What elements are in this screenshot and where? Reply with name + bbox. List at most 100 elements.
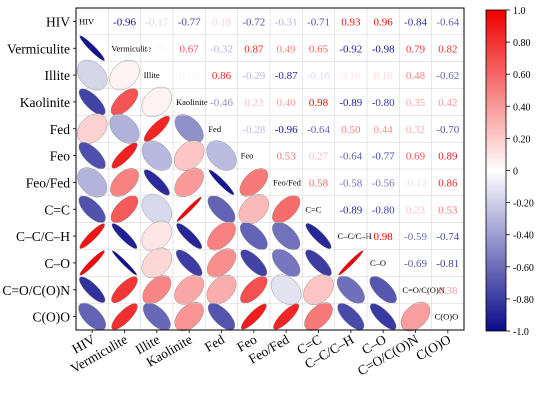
correlation-ellipse: [110, 88, 139, 116]
coefficient-label: 0.96: [374, 16, 394, 28]
coefficient-label: 0.53: [438, 204, 458, 216]
correlation-ellipse: [111, 142, 138, 169]
correlation-ellipse: [78, 88, 106, 116]
coefficient-label: 0.32: [406, 124, 425, 136]
correlation-ellipse: [141, 193, 173, 225]
correlation-ellipse: [142, 302, 171, 331]
correlation-ellipse: [143, 115, 170, 142]
diagonal-label: Feo/Fed: [273, 177, 302, 187]
row-labels: HIV Vermiculite Illite Kaolinite Fed Feo Feo/F…: [2, 14, 76, 325]
correlation-ellipse: [369, 276, 397, 304]
diagonal-label: C–O: [370, 258, 386, 268]
correlation-ellipse: [270, 274, 302, 306]
correlation-ellipse: [174, 167, 204, 198]
coefficient-label: -0.56: [372, 177, 395, 189]
coefficient-label: -0.70: [436, 124, 459, 136]
coefficient-label: 0.98: [374, 231, 394, 243]
color-scale-tick-label: 0.40: [513, 102, 531, 113]
coefficient-label: -0.12: [404, 177, 427, 189]
coefficient-label: -0.58: [339, 177, 362, 189]
coefficient-label: 0.82: [438, 43, 457, 55]
correlation-ellipse: [207, 195, 236, 224]
coefficient-label: -0.96: [275, 124, 298, 136]
color-scale-tick-label: 0.60: [513, 70, 531, 81]
correlation-ellipse: [338, 250, 364, 276]
matrix-cells: HIV -0.96 -0.17 -0.77 0.18 -0.72 -0.31 -0.71 0.9…: [76, 16, 460, 332]
color-scale-bar: 1.0 0.80 0.60 0.40 0.20 0 -0.20 -0.40 -0.60 -0.80…: [485, 6, 534, 338]
coefficient-label: -0.32: [210, 43, 233, 55]
color-scale-tick-label: 0.20: [513, 134, 531, 145]
coefficient-label: -0.28: [242, 124, 265, 136]
coefficient-label: 0.48: [406, 70, 426, 82]
correlation-ellipse: [173, 140, 205, 171]
color-scale-tick-label: 0.80: [513, 38, 531, 49]
correlation-ellipse: [141, 86, 172, 118]
coefficient-label: -0.98: [372, 43, 395, 55]
coefficient-label: 0.40: [277, 97, 297, 109]
coefficient-label: -0.64: [339, 151, 362, 163]
coefficient-label: -0.59: [404, 231, 427, 243]
correlation-ellipse: [76, 113, 108, 145]
column-label: C(O)O: [413, 331, 453, 363]
coefficient-label: 0.05: [180, 70, 200, 82]
correlation-ellipse: [79, 223, 105, 249]
row-label: C(O)O: [33, 310, 71, 325]
correlation-ellipse: [78, 302, 107, 331]
correlation-ellipse: [77, 167, 108, 198]
correlation-ellipse: [304, 302, 333, 331]
correlation-ellipse: [272, 248, 301, 278]
correlation-ellipse: [206, 140, 237, 171]
correlation-ellipse: [141, 220, 173, 252]
correlation-ellipse: [111, 276, 138, 304]
color-scale-tick-label: -1.0: [513, 327, 529, 338]
coefficient-label: 0.38: [438, 285, 458, 297]
diagonal-label: Feo: [241, 151, 254, 161]
coefficient-label: 0.49: [277, 43, 297, 55]
correlation-ellipse: [206, 248, 237, 278]
coefficient-label: 0.50: [341, 124, 361, 136]
correlation-ellipse: [303, 274, 334, 306]
coefficient-label: 0.10: [341, 70, 361, 82]
coefficient-label: 0.86: [438, 177, 458, 189]
correlation-ellipse: [141, 140, 172, 171]
coefficient-label: -0.29: [242, 70, 265, 82]
diagonal-label: Kaolinite: [176, 97, 208, 107]
row-label: C=C: [44, 202, 70, 217]
correlation-ellipse: [79, 276, 106, 303]
correlation-ellipse: [207, 302, 236, 331]
correlation-ellipse: [305, 249, 332, 277]
correlation-ellipse: [79, 250, 105, 276]
coefficient-label: -0.84: [404, 16, 427, 28]
correlation-ellipse: [111, 223, 138, 249]
correlation-ellipse: [79, 35, 105, 61]
row-label: C=O/C(O)N: [2, 283, 70, 298]
coefficient-label: -0.17: [145, 16, 168, 28]
row-label: Feo: [50, 149, 71, 164]
coefficient-label: -0.87: [275, 70, 298, 82]
coefficient-label: 0.87: [244, 43, 264, 55]
color-scale-tick-label: -0.60: [513, 263, 534, 274]
coefficient-label: -0.71: [307, 16, 330, 28]
matrix-frame: [75, 7, 465, 331]
coefficient-label: -0.69: [404, 258, 427, 270]
correlation-ellipse: [111, 303, 138, 330]
coefficient-label: 0.69: [406, 151, 426, 163]
coefficient-label: -0.62: [436, 70, 459, 82]
correlation-ellipse: [239, 222, 268, 250]
coefficient-label: 0.79: [406, 43, 426, 55]
correlation-ellipse: [240, 276, 268, 304]
correlation-ellipse: [206, 274, 237, 305]
coefficient-label: -0.64: [307, 124, 330, 136]
coefficient-label: -0.89: [339, 204, 362, 216]
coefficient-label: 0.16: [374, 70, 394, 82]
row-label: HIV: [46, 14, 70, 29]
correlation-ellipse: [110, 195, 139, 224]
coefficient-label: -0.96: [113, 16, 136, 28]
correlation-ellipse: [273, 303, 300, 330]
correlation-ellipse: [369, 303, 397, 330]
diagonal-label: Illite: [144, 70, 160, 80]
diagonal-label: C=O/C(O)N: [402, 285, 445, 295]
coefficient-label: -0.74: [436, 231, 459, 243]
